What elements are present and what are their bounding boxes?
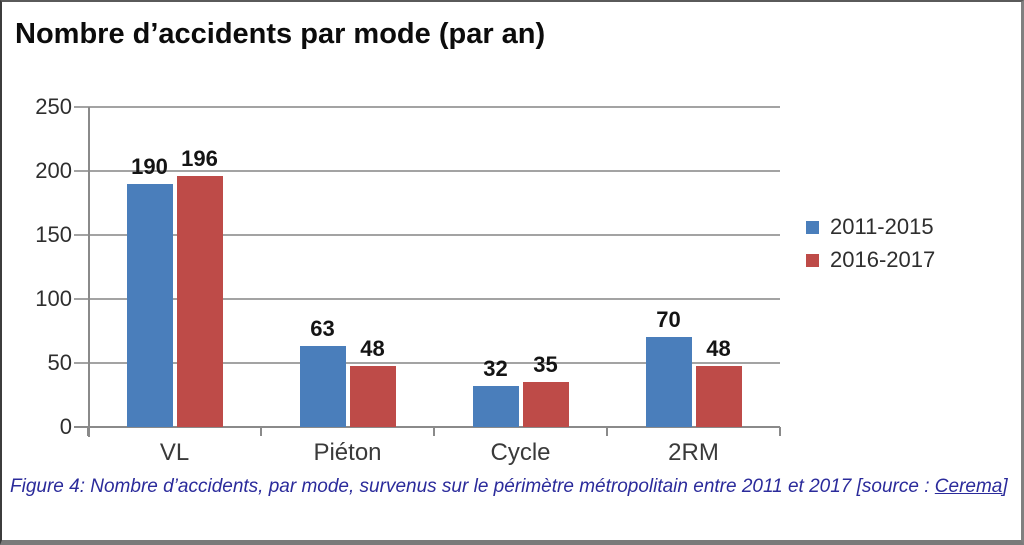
figure-caption: Figure 4: Nombre d’accidents, par mode, … — [10, 474, 1012, 500]
bar-2011-2015-vl: 190 — [126, 154, 173, 427]
y-axis-tick-label: 50 — [47, 350, 72, 375]
caption-suffix: ] — [1002, 476, 1008, 497]
x-axis-tick — [606, 427, 608, 436]
bar-2016-2017-2rm: 48 — [695, 336, 742, 427]
bar-2011-2015-2rm: 70 — [645, 307, 692, 427]
legend-item: 2016-2017 — [806, 247, 935, 273]
legend-item: 2011-2015 — [806, 214, 935, 240]
gridline-50 — [74, 362, 780, 364]
data-label: 63 — [310, 316, 335, 342]
y-axis-line — [88, 107, 90, 437]
data-label: 70 — [656, 307, 681, 333]
legend-swatch-icon — [806, 253, 819, 267]
x-axis-category-label: Piéton — [313, 439, 382, 466]
gridline-200 — [74, 170, 780, 172]
y-axis-tick-label: 0 — [59, 414, 72, 439]
y-axis-tick-label: 150 — [35, 222, 72, 247]
data-label: 35 — [533, 352, 558, 378]
bar-group-piéton: 63 48 Piéton — [261, 107, 434, 466]
data-label: 48 — [706, 335, 731, 361]
bar-group-vl: 190 196 VL — [88, 107, 261, 466]
gridline-250 — [74, 106, 780, 108]
bar-2016-2017-vl: 196 — [176, 146, 223, 427]
y-axis-tick-label: 250 — [35, 94, 72, 119]
data-label: 32 — [483, 356, 508, 382]
bar-2016-2017-piéton: 48 — [349, 336, 396, 427]
x-axis-line — [74, 426, 780, 428]
x-axis-tick — [433, 427, 435, 436]
chart-legend: 2011-2015 2016-2017 — [806, 214, 935, 280]
chart-title: Nombre d’accidents par mode (par an) — [15, 18, 546, 50]
caption-text: Figure 4: Nombre d’accidents, par mode, … — [10, 476, 935, 497]
gridline-150 — [74, 234, 780, 236]
cerema-source-link[interactable]: Cerema — [934, 476, 1003, 497]
bar-2011-2015-piéton: 63 — [299, 316, 346, 427]
y-axis-tick-label: 200 — [35, 158, 72, 183]
legend-label: 2016-2017 — [830, 247, 936, 272]
bar-group-2rm: 70 48 2RM — [607, 107, 780, 466]
bar-2011-2015-cycle: 32 — [472, 356, 519, 427]
bar-2016-2017-cycle: 35 — [522, 352, 569, 427]
legend-label: 2011-2015 — [830, 214, 934, 239]
x-axis-category-label: Cycle — [490, 439, 551, 466]
bar-chart-plot-area: 190 196 VL 63 48 Piéton 32 35 Cycle 70 48 2RM — [74, 106, 781, 466]
legend-swatch-icon — [806, 220, 819, 234]
data-label: 48 — [360, 335, 385, 361]
y-axis-tick-label: 100 — [35, 286, 72, 311]
x-axis-tick — [779, 427, 781, 436]
x-axis-tick — [260, 427, 262, 436]
data-label: 190 — [131, 153, 168, 179]
x-axis-category-label: VL — [159, 439, 190, 466]
gridline-100 — [74, 298, 780, 300]
x-axis-tick — [87, 427, 89, 436]
bar-group-cycle: 32 35 Cycle — [434, 107, 607, 466]
data-label: 196 — [181, 146, 218, 172]
x-axis-category-label: 2RM — [668, 439, 719, 466]
